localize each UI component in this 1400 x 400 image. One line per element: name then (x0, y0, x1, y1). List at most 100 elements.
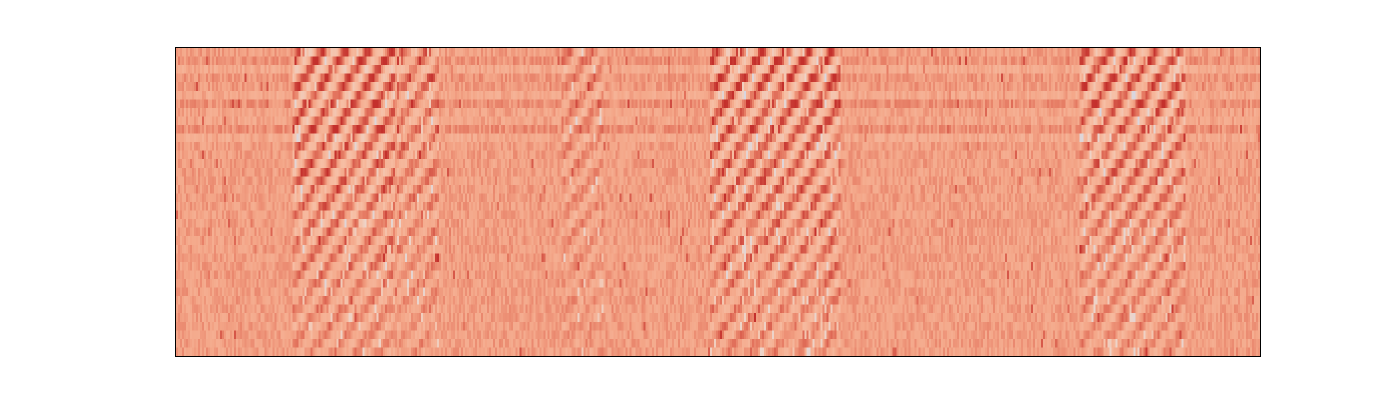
heatmap-cell (434, 65, 438, 75)
heatmap-cell (444, 48, 448, 58)
heatmap-cell (334, 159, 338, 169)
heatmap-cell (260, 219, 263, 229)
heatmap-cell (264, 279, 267, 289)
heatmap-cell (236, 142, 239, 152)
heatmap-cell (250, 48, 253, 58)
heatmap-cell (358, 279, 362, 289)
heatmap-cell (308, 210, 312, 220)
heatmap-cell (234, 313, 237, 323)
heatmap-cell (292, 236, 296, 246)
heatmap-cell (434, 313, 438, 323)
heatmap-cell (230, 261, 233, 272)
heatmap-cell (352, 330, 356, 340)
heatmap-cell (362, 193, 366, 203)
heatmap-cell (314, 227, 318, 237)
heatmap-cell (416, 219, 420, 229)
heatmap-cell (396, 133, 400, 143)
heatmap-cell (240, 253, 243, 263)
heatmap-cell (290, 99, 294, 109)
heatmap-cell (250, 287, 253, 297)
heatmap-cell (234, 167, 237, 177)
heatmap-cell (418, 56, 422, 66)
heatmap-cell (188, 133, 191, 143)
heatmap-cell (449, 56, 452, 66)
heatmap-cell (262, 133, 265, 143)
heatmap-cell (238, 296, 241, 306)
heatmap-cell (294, 48, 298, 58)
heatmap-cell (306, 270, 310, 280)
heatmap-cell (258, 107, 261, 118)
heatmap-cell (306, 253, 310, 263)
heatmap-cell (260, 279, 263, 289)
heatmap-cell (182, 304, 185, 314)
heatmap-cell (180, 125, 183, 135)
heatmap-cell (374, 304, 378, 314)
heatmap-cell (420, 219, 424, 229)
heatmap-cell (276, 296, 279, 306)
heatmap-cell (208, 219, 211, 229)
heatmap-cell (342, 219, 346, 229)
heatmap-cell (420, 261, 424, 272)
heatmap-cell (388, 227, 392, 237)
heatmap-cell (278, 210, 281, 220)
heatmap-cell (178, 48, 181, 58)
heatmap-cell (232, 202, 235, 212)
heatmap-cell (180, 107, 183, 118)
heatmap-cell (240, 48, 243, 58)
heatmap-cell (432, 107, 436, 118)
heatmap-cell (276, 65, 279, 75)
heatmap-cell (226, 236, 229, 246)
heatmap-cell (451, 99, 454, 109)
heatmap-cell (290, 90, 294, 100)
heatmap-cell (242, 287, 245, 297)
heatmap-cell (190, 48, 193, 58)
heatmap-cell (386, 338, 390, 349)
heatmap-cell (308, 184, 312, 195)
heatmap-cell (442, 261, 446, 272)
heatmap-cell (332, 227, 336, 237)
heatmap-cell (186, 347, 189, 356)
heatmap-cell (428, 184, 432, 195)
heatmap-cell (236, 219, 239, 229)
heatmap-cell (438, 56, 442, 66)
heatmap-cell (278, 99, 281, 109)
heatmap-cell (310, 304, 314, 314)
heatmap-cell (453, 167, 456, 177)
heatmap-cell (426, 347, 430, 356)
heatmap-cell (392, 125, 396, 135)
heatmap-cell (410, 296, 414, 306)
heatmap-cell (453, 125, 456, 135)
heatmap-cell (388, 304, 392, 314)
heatmap-cell (268, 107, 271, 118)
heatmap-cell (336, 253, 340, 263)
heatmap-cell (372, 150, 376, 160)
heatmap-cell (210, 330, 213, 340)
heatmap-cell (398, 279, 402, 289)
heatmap-cell (438, 338, 442, 349)
heatmap-cell (234, 193, 237, 203)
heatmap-cell (384, 279, 388, 289)
heatmap-cell (390, 338, 394, 349)
heatmap-cell (206, 202, 209, 212)
heatmap-cell (352, 321, 356, 331)
heatmap-cell (228, 184, 231, 195)
heatmap-cell (342, 125, 346, 135)
heatmap-cell (378, 244, 382, 254)
heatmap-cell (447, 176, 450, 186)
heatmap-cell (306, 90, 310, 100)
heatmap-cell (336, 227, 340, 237)
heatmap-cell (328, 219, 332, 229)
heatmap-cell (310, 142, 314, 152)
heatmap-cell (280, 48, 283, 58)
heatmap-cell (194, 176, 197, 186)
heatmap-cell (408, 236, 412, 246)
heatmap-cell (266, 330, 269, 340)
heatmap-cell (304, 227, 308, 237)
heatmap-cell (282, 304, 285, 314)
heatmap-cell (310, 167, 314, 177)
heatmap-cell (264, 107, 267, 118)
heatmap-cell (418, 90, 422, 100)
heatmap-cell (364, 90, 368, 100)
heatmap-cell (294, 330, 298, 340)
heatmap-cell (362, 338, 366, 349)
